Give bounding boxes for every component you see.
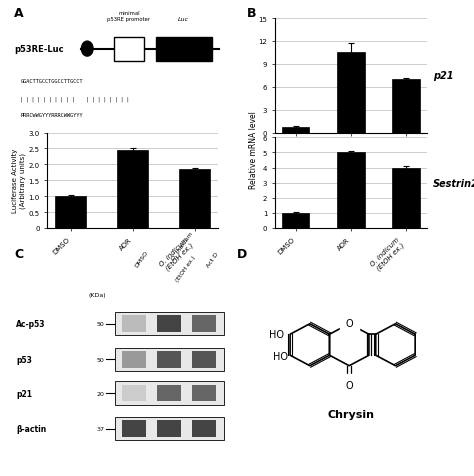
Bar [115,348,224,371]
Text: C: C [14,248,23,260]
Bar [115,313,224,336]
Bar [157,385,181,402]
Text: Luc: Luc [178,17,189,21]
Bar [337,53,365,133]
Bar [337,153,365,228]
Text: RRRCWWGYYYRRRCWWGYYY: RRRCWWGYYYRRRCWWGYYY [20,112,83,117]
Y-axis label: Luciferase Activity
(Arbitrary units): Luciferase Activity (Arbitrary units) [12,149,26,213]
Bar [115,382,224,405]
Bar [114,38,144,61]
Bar [179,170,210,228]
Text: β-actin: β-actin [17,424,46,433]
Bar [392,168,419,228]
Text: O. indicum: O. indicum [171,231,195,261]
Bar [157,316,181,332]
Text: | | | | | | | | | |    | | | | | | | |: | | | | | | | | | | | | | | | | | | [20,96,130,101]
Bar [192,316,216,332]
Text: 20: 20 [97,391,105,396]
Bar [122,420,146,437]
Text: Ac-p53: Ac-p53 [17,319,46,328]
Text: HO: HO [273,352,288,361]
Bar [157,351,181,368]
Text: 37: 37 [97,426,105,431]
Bar [392,80,419,133]
Bar [192,420,216,437]
Text: GGACTTGCCTGGCCTTGCCT: GGACTTGCCTGGCCTTGCCT [20,79,83,84]
Bar [55,197,86,228]
Text: O: O [346,318,353,328]
Text: Act D: Act D [206,251,220,268]
Text: B: B [246,7,256,20]
Text: minimal
p53RE promoter: minimal p53RE promoter [108,11,150,21]
Bar [282,128,310,133]
Circle shape [82,42,93,57]
Text: 50: 50 [97,357,105,362]
Text: HO: HO [269,329,284,339]
Text: DMSO: DMSO [134,249,149,268]
Bar [282,213,310,228]
Bar [157,420,181,437]
Text: O: O [346,380,353,390]
Bar [156,38,212,61]
Text: p53RE-Luc: p53RE-Luc [14,45,64,54]
Text: Sestrin2: Sestrin2 [433,178,474,188]
Text: A: A [14,7,24,20]
Text: Relative mRNA level: Relative mRNA level [249,111,258,189]
Text: Chrysin: Chrysin [327,409,374,419]
Text: (KDa): (KDa) [88,292,106,297]
Bar [122,385,146,402]
Bar [115,417,224,440]
Bar [122,316,146,332]
Bar [192,351,216,368]
Bar [122,351,146,368]
Text: p53: p53 [17,355,32,364]
Bar [192,385,216,402]
Text: D: D [237,248,247,260]
Text: (EtOH ex.): (EtOH ex.) [174,254,196,282]
Text: p21: p21 [433,71,453,81]
Text: p21: p21 [17,389,32,397]
Bar [117,151,148,228]
Text: 50: 50 [97,322,105,327]
